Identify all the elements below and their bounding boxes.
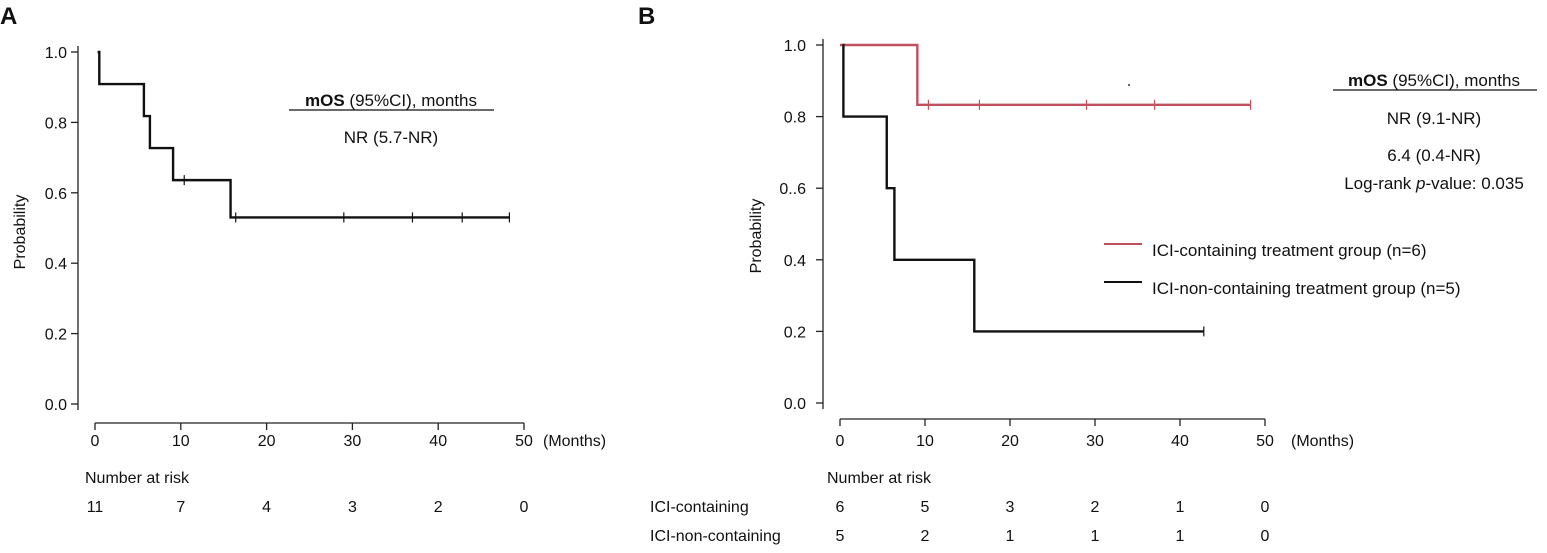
- panel-b-y-tick-label: 0.8: [784, 110, 806, 127]
- panel-b-y-tick-label: 0..6: [779, 181, 806, 198]
- panel-b-x-tick-label: 50: [1256, 433, 1274, 450]
- panel-b-y-tick-label: 1.0: [784, 38, 806, 55]
- panel-b-legend: ICI-containing treatment group (n=6) ICI…: [1104, 241, 1461, 298]
- panel-b-x-axis-label: (Months): [1291, 433, 1354, 450]
- panel-a-y-tick-label: 0.2: [45, 327, 67, 344]
- panel-a-mos-rest: (95%CI), months: [345, 91, 477, 110]
- panel-b-mos-value-non-ici: 6.4 (0.4-NR): [1387, 146, 1481, 165]
- panel-b-risk-value: 1: [1006, 528, 1015, 545]
- panel-a-x-axis-label: (Months): [543, 433, 606, 450]
- panel-b-mos-value-ici: NR (9.1-NR): [1387, 109, 1481, 128]
- panel-b-mos-rest: (95%CI), months: [1388, 71, 1520, 90]
- panel-a-curves: [97, 50, 511, 223]
- panel-b-risk-value: 5: [836, 528, 845, 545]
- panel-a-x-tick-label: 10: [172, 433, 190, 450]
- panel-b-mos-bold: mOS: [1348, 71, 1388, 90]
- panel-b-risk-table: ICI-containing 6 5 3 2 1 0 ICI-non-containing 5 2…: [650, 499, 1270, 545]
- panel-a-x-tick-label: 50: [515, 433, 533, 450]
- panel-b-risk-row-label: ICI-containing: [650, 499, 749, 516]
- panel-b-risk-value: 2: [921, 528, 930, 545]
- panel-a-y-axis-label: Probability: [12, 195, 29, 270]
- p-suffix: -value: 0.035: [1426, 174, 1524, 193]
- panel-b-y-tick-label: 0.4: [784, 253, 806, 270]
- panel-b-x-tick-label: 40: [1171, 433, 1189, 450]
- panel-a-risk-title: Number at risk: [85, 470, 190, 487]
- legend-label-non-ici: ICI-non-containing treatment group (n=5): [1152, 279, 1461, 298]
- panel-a-label: A: [0, 3, 17, 30]
- panel-b-y-tick-label: 0.0: [784, 396, 806, 413]
- panel-a-axes: 0.0 0.2 0.4 0.6 0.8 1.0 0 10 20 30 40 50: [45, 45, 533, 450]
- panel-a-mos-header: mOS (95%CI), months: [305, 91, 477, 110]
- panel-a-mos-value: NR (5.7-NR): [344, 128, 438, 147]
- panel-a-risk-value: 11: [87, 499, 104, 516]
- panel-a-risk-value: 2: [434, 499, 443, 516]
- panel-a-mos-bold: mOS: [305, 91, 345, 110]
- panel-b-mos-header: mOS (95%CI), months: [1348, 71, 1520, 90]
- panel-b-x-tick-label: 30: [1086, 433, 1104, 450]
- panel-b-risk-value: 2: [1091, 499, 1100, 516]
- stray-mark: [1128, 84, 1130, 86]
- panel-a-x-tick-label: 40: [429, 433, 447, 450]
- panel-a-x-tick-label: 0: [91, 433, 100, 450]
- panel-b-x-tick-label: 20: [1001, 433, 1019, 450]
- panel-a: A Probability 0.00.20.40.60.81.00 10 20 30 4…: [0, 3, 606, 516]
- panel-a-risk-value: 4: [262, 499, 271, 516]
- panel-b-risk-value: 0: [1261, 499, 1270, 516]
- panel-b-curves: [840, 43, 1252, 337]
- panel-b-risk-value: 1: [1176, 528, 1185, 545]
- panel-a-y-tick-label: 0.6: [45, 186, 67, 203]
- p-prefix: Log-rank: [1344, 174, 1416, 193]
- p-italic: p: [1415, 174, 1425, 193]
- panel-a-y-tick-label: 0.4: [45, 256, 67, 273]
- panel-a-risk-value: 0: [520, 499, 529, 516]
- panel-a-y-tick-label: 0.0: [45, 397, 67, 414]
- panel-a-risk-value: 7: [176, 499, 185, 516]
- panel-b-risk-value: 3: [1006, 499, 1015, 516]
- panel-b-log-rank-p: Log-rank p-value: 0.035: [1344, 174, 1524, 193]
- panel-a-y-tick-label: 1.0: [45, 45, 67, 62]
- panel-a-risk-table: 11 7 4 3 2 0: [87, 499, 529, 516]
- panel-b-risk-value: 6: [836, 499, 845, 516]
- panel-b-y-axis-label: Probability: [748, 199, 765, 274]
- legend-label-ici: ICI-containing treatment group (n=6): [1152, 241, 1427, 260]
- panel-b-x-tick-label: 0: [836, 433, 845, 450]
- panel-b-curve-0: [840, 43, 1251, 106]
- panel-a-risk-value: 3: [348, 499, 357, 516]
- panel-a-x-tick-label: 30: [344, 433, 362, 450]
- panel-a-x-tick-label: 20: [258, 433, 276, 450]
- panel-b-curve-1: [842, 43, 1204, 333]
- panel-b-risk-title: Number at risk: [827, 470, 932, 487]
- panel-b-risk-value: 1: [1091, 528, 1100, 545]
- panel-b-risk-value: 5: [921, 499, 930, 516]
- panel-b-risk-value: 1: [1176, 499, 1185, 516]
- panel-b-label: B: [638, 3, 655, 30]
- panel-b-y-tick-label: 0.2: [784, 324, 806, 341]
- panel-b-risk-row-label: ICI-non-containing: [650, 528, 781, 545]
- panel-b: B Probability 0.00.20.40..60.81.00 10 20 30…: [638, 3, 1537, 545]
- panel-a-y-tick-label: 0.8: [45, 115, 67, 132]
- panel-b-axes: 0.0 0.2 0.4 0..6 0.8 1.0 0 10 20 30 40 50: [779, 38, 1274, 450]
- panel-b-x-tick-label: 10: [916, 433, 934, 450]
- panel-a-curve-0: [97, 50, 510, 219]
- panel-b-risk-value: 0: [1261, 528, 1270, 545]
